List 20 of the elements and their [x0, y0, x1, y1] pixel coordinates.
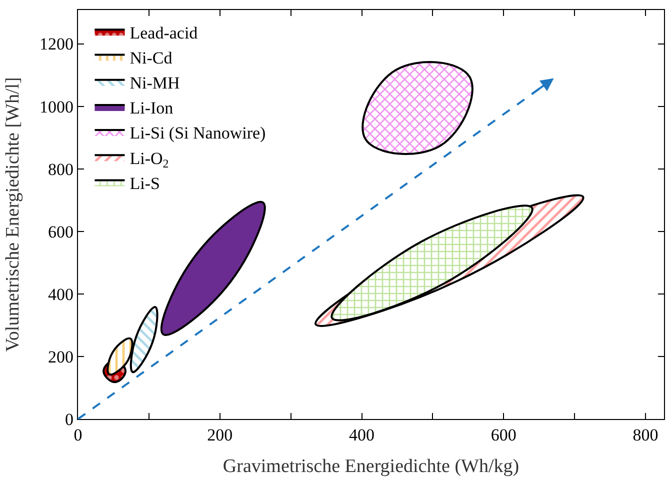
y-tick-label: 400: [48, 284, 74, 304]
y-tick-label: 600: [48, 222, 74, 242]
legend-label: Ni-MH: [130, 73, 180, 92]
x-tick-label: 800: [632, 426, 658, 444]
legend-label: Ni-Cd: [130, 48, 173, 68]
x-axis-title: Gravimetrische Energiedichte (Wh/kg): [222, 456, 520, 477]
y-tick-label: 1200: [40, 34, 74, 54]
y-tick-label: 0: [65, 410, 74, 429]
y-tick-label: 800: [48, 160, 74, 179]
x-tick-label: 600: [490, 426, 516, 444]
legend-label: Li-S: [130, 174, 160, 193]
y-tick-label: 1000: [40, 97, 74, 116]
legend-label: Li-O$_{2}$: [130, 148, 169, 170]
legend-label: Lead-acid: [130, 23, 198, 42]
y-tick-label: 200: [48, 347, 74, 366]
x-tick-label: 400: [349, 426, 375, 444]
y-axis-title: Volumetrische Energiedichte [Wh/l]: [2, 77, 24, 352]
legend-label: Li-Ion: [130, 98, 174, 118]
legend-label: Li-Si (Si Nanowire): [130, 124, 266, 143]
x-tick-label: 200: [207, 426, 233, 444]
